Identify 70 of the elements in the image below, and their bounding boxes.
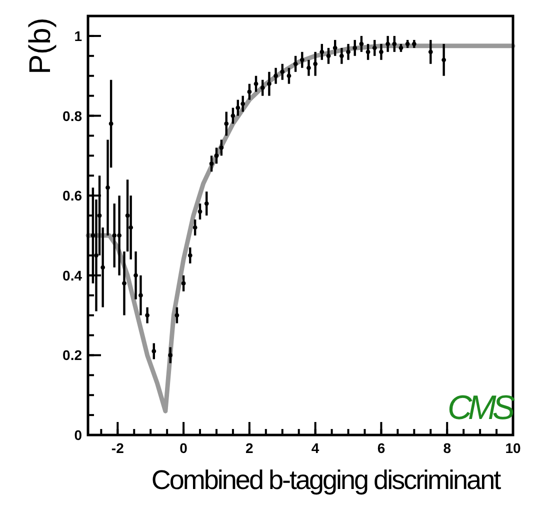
point <box>359 42 364 46</box>
point <box>236 106 240 110</box>
point <box>274 74 278 78</box>
point <box>306 66 311 70</box>
point <box>332 46 338 50</box>
y-tick-label: 0.6 <box>62 188 82 204</box>
point <box>112 233 117 238</box>
annotation: CMS <box>447 389 516 427</box>
point <box>352 46 358 50</box>
point <box>240 102 246 106</box>
point <box>442 58 446 62</box>
point <box>372 46 377 50</box>
point <box>100 265 106 270</box>
y-axis-title: P(b) <box>24 18 57 74</box>
point <box>254 82 258 86</box>
x-axis-title: Combined b-tagging discriminant <box>151 465 502 495</box>
y-tick-label: 0.8 <box>62 108 82 124</box>
y-tick-label: 0.2 <box>62 347 82 364</box>
point <box>326 54 331 58</box>
point <box>125 213 130 218</box>
point <box>320 50 324 54</box>
point <box>300 58 304 62</box>
point <box>174 313 180 318</box>
point <box>204 201 209 206</box>
point <box>346 50 350 54</box>
point <box>339 54 344 58</box>
point <box>260 86 265 90</box>
point <box>122 281 126 286</box>
y-tick-label: 1 <box>74 28 82 44</box>
x-tick-label: 10 <box>505 440 521 456</box>
point <box>214 153 219 158</box>
point <box>90 233 96 238</box>
point <box>97 213 102 218</box>
point <box>152 349 156 354</box>
point <box>286 74 292 78</box>
point <box>192 225 198 230</box>
x-tick-label: 4 <box>311 440 320 456</box>
point <box>280 70 285 74</box>
point <box>386 42 390 46</box>
x-tick-label: 8 <box>443 440 452 456</box>
x-tick-label: -2 <box>111 440 124 456</box>
y-tick-label: 0 <box>74 427 82 443</box>
y-tick-label: 0.4 <box>62 267 82 284</box>
point <box>128 225 134 230</box>
point <box>181 281 186 286</box>
point <box>209 161 214 166</box>
point <box>219 145 224 150</box>
point <box>293 62 298 66</box>
point <box>224 122 229 126</box>
point <box>106 185 110 190</box>
point <box>247 90 252 94</box>
point <box>230 114 236 118</box>
x-tick-label: 2 <box>246 440 254 456</box>
point <box>138 293 143 298</box>
point <box>134 273 138 278</box>
point <box>117 233 122 238</box>
point <box>366 50 370 54</box>
point <box>267 82 272 86</box>
point <box>94 253 98 258</box>
point <box>428 50 433 54</box>
point <box>188 253 192 258</box>
point <box>108 122 114 126</box>
point <box>379 50 384 54</box>
point <box>168 352 173 358</box>
point <box>313 62 318 66</box>
x-tick-label: 6 <box>377 440 386 456</box>
x-tick-label: 0 <box>180 440 188 456</box>
point <box>145 313 150 318</box>
point <box>392 42 397 46</box>
point <box>198 209 202 214</box>
